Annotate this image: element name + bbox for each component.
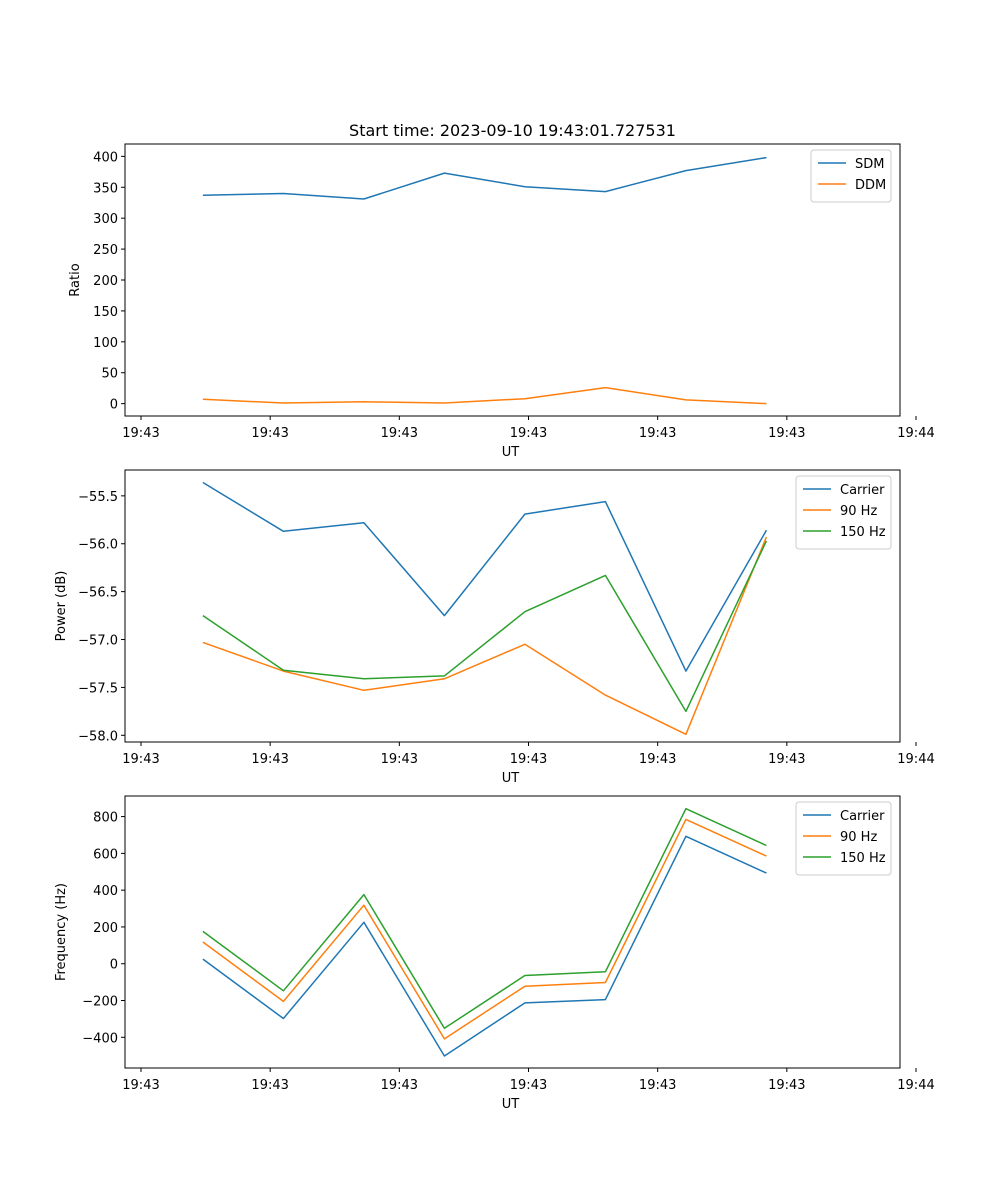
- y-tick-label: 50: [101, 367, 118, 382]
- axes-frame: [124, 469, 901, 743]
- y-tick-label: −200: [82, 995, 118, 1010]
- y-tick-label: 300: [93, 212, 118, 227]
- series-line-sdm: [202, 156, 767, 200]
- x-tick-label: 19:43: [381, 426, 418, 441]
- x-tick-label: 19:43: [768, 1078, 805, 1093]
- series-line-150-hz: [202, 540, 768, 713]
- legend-entry-carrier: Carrier: [840, 483, 885, 498]
- x-tick-label: 19:44: [897, 752, 934, 767]
- y-tick-label: 400: [93, 150, 118, 165]
- x-axis-label: UT: [502, 1097, 520, 1112]
- x-tick-label: 19:43: [510, 752, 547, 767]
- y-tick-label: 200: [93, 921, 118, 936]
- chart-panel-2: −58.0 −57.5 −57.0 −56.5 −56.0 −55.5 19:43 19:43…: [54, 469, 935, 786]
- series-line-ddm: [202, 386, 767, 405]
- y-tick-label: −55.5: [78, 490, 118, 505]
- legend-entry-carrier: Carrier: [840, 809, 885, 824]
- y-tick-label: −57.0: [78, 634, 118, 649]
- y-axis-label: Ratio: [68, 263, 83, 296]
- y-tick-label: 350: [93, 181, 118, 196]
- legend-entry-ddm: DDM: [855, 178, 886, 193]
- axes-frame: [124, 143, 901, 417]
- y-tick-label: 200: [93, 274, 118, 289]
- y-tick-label: 100: [93, 336, 118, 351]
- x-tick-label: 19:43: [381, 752, 418, 767]
- chart-title: Start time: 2023-09-10 19:43:01.727531: [349, 121, 676, 140]
- y-tick-label: −56.0: [78, 538, 118, 553]
- legend-entry-150-hz: 150 Hz: [840, 525, 886, 540]
- series-line-carrier: [202, 835, 767, 1057]
- x-tick-label: 19:44: [897, 426, 934, 441]
- series-line-150-hz: [202, 807, 767, 1030]
- x-axis-label: UT: [502, 445, 520, 460]
- x-tick-label: 19:43: [381, 1078, 418, 1093]
- x-tick-label: 19:43: [251, 752, 288, 767]
- x-tick-label: 19:43: [639, 752, 676, 767]
- x-tick-label: 19:43: [510, 426, 547, 441]
- x-tick-label: 19:43: [122, 1078, 159, 1093]
- y-tick-label: 250: [93, 243, 118, 258]
- series-line-90-hz: [202, 536, 768, 736]
- y-tick-label: −400: [82, 1031, 118, 1046]
- y-tick-label: −57.5: [78, 681, 118, 696]
- legend-entry-sdm: SDM: [855, 157, 884, 172]
- x-tick-label: 19:43: [251, 1078, 288, 1093]
- x-tick-label: 19:43: [251, 426, 288, 441]
- chart-panel-3: −400 −200 0 200 400 600 800 19:43 19:43 19:43 19:4…: [54, 795, 935, 1112]
- y-tick-label: 800: [93, 811, 118, 826]
- series-line-90-hz: [202, 818, 767, 1040]
- y-axis-label: Power (dB): [54, 571, 69, 642]
- y-tick-label: 150: [93, 305, 118, 320]
- x-tick-label: 19:43: [510, 1078, 547, 1093]
- x-tick-label: 19:43: [639, 1078, 676, 1093]
- legend-entry-150-hz: 150 Hz: [840, 851, 886, 866]
- legend-entry-90-hz: 90 Hz: [840, 830, 877, 845]
- chart-panel-1: Start time: 2023-09-10 19:43:01.727531 0 5…: [68, 121, 935, 460]
- y-axis-label: Frequency (Hz): [54, 883, 69, 981]
- x-tick-label: 19:44: [897, 1078, 934, 1093]
- series-line-carrier: [202, 481, 768, 672]
- x-tick-label: 19:43: [768, 426, 805, 441]
- x-axis-label: UT: [502, 771, 520, 786]
- axes-frame: [124, 795, 901, 1069]
- x-tick-label: 19:43: [122, 426, 159, 441]
- legend-entry-90-hz: 90 Hz: [840, 504, 877, 519]
- x-tick-label: 19:43: [639, 426, 676, 441]
- y-tick-label: 0: [110, 958, 118, 973]
- y-tick-label: −56.5: [78, 586, 118, 601]
- y-tick-label: 400: [93, 884, 118, 899]
- x-tick-label: 19:43: [122, 752, 159, 767]
- y-tick-label: 0: [110, 398, 118, 413]
- y-tick-label: 600: [93, 847, 118, 862]
- y-tick-label: −58.0: [78, 729, 118, 744]
- x-tick-label: 19:43: [768, 752, 805, 767]
